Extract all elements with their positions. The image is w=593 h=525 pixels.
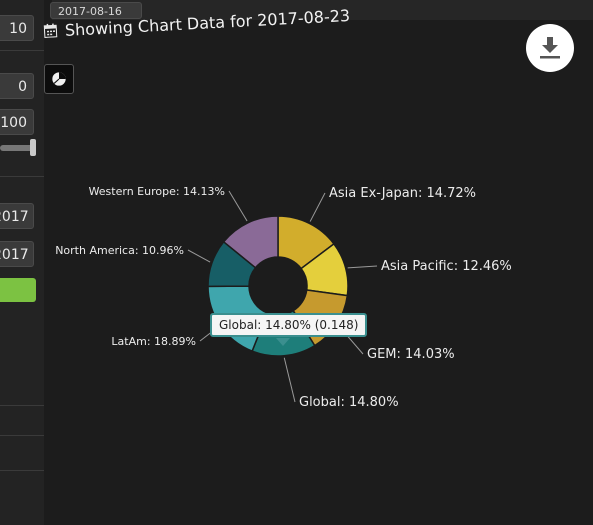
divider [0,405,44,406]
range-slider-track[interactable] [0,145,34,151]
filter-field-1[interactable]: 10 [0,15,34,41]
leader-line-western-europe [228,190,248,222]
filter-panel: 10 0 100 2017 2017 [0,0,44,525]
divider [0,176,44,177]
slice-western-europe[interactable] [222,215,279,269]
leader-line-asia-pacific [347,265,378,269]
download-icon [540,37,560,59]
date-chip[interactable]: 2017-08-16 [50,2,142,19]
filter-field-3[interactable]: 100 [0,109,34,135]
end-date-field[interactable]: 2017 [0,241,34,267]
range-slider-thumb[interactable] [30,139,36,156]
filter-field-2[interactable]: 0 [0,73,34,99]
slice-label-latam: LatAm: 18.89% [111,335,196,348]
chart-type-button[interactable] [44,64,74,94]
divider [0,50,44,51]
download-button[interactable] [526,24,574,72]
slice-label-gem: GEM: 14.03% [367,347,455,362]
slice-label-north-america: North America: 10.96% [55,244,184,257]
divider [0,470,44,471]
chart-title-row: Showing Chart Data for 2017-08-23 [43,0,351,46]
slice-label-asia-pacific: Asia Pacific: 12.46% [381,259,512,274]
slice-label-asia-ex-japan: Asia Ex-Japan: 14.72% [329,186,476,201]
calendar-icon [43,23,58,38]
chart-tooltip: Global: 14.80% (0.148) [210,313,368,337]
divider [0,435,44,436]
slice-label-western-europe: Western Europe: 14.13% [89,185,225,198]
tooltip-pointer [276,338,290,346]
slice-label-global: Global: 14.80% [299,395,399,410]
top-strip [52,0,593,20]
start-date-field[interactable]: 2017 [0,203,34,229]
leader-line-north-america [187,249,211,263]
leader-line-global [283,357,296,403]
pie-chart-icon [52,72,66,86]
apply-button[interactable] [0,278,36,302]
leader-line-asia-ex-japan [309,192,326,222]
